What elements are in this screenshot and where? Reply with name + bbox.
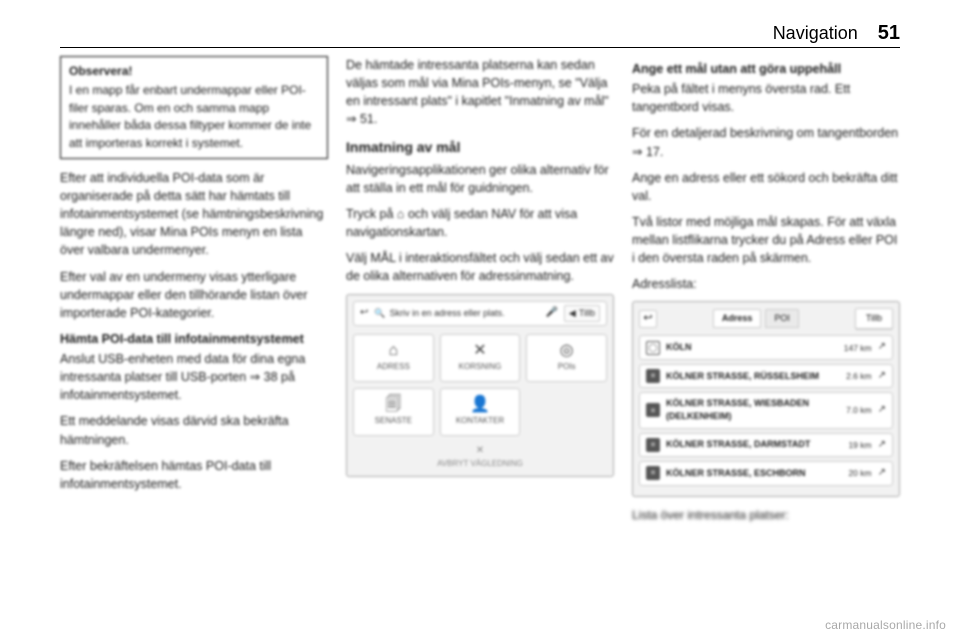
tile-label: KONTAKTER <box>456 415 504 427</box>
search-top-bar: ↩ 🔍 Skriv in en adress eller plats. 🎤 ◀ … <box>353 301 607 326</box>
list-item[interactable]: ≡ KÖLNER STRASSE, DARMSTADT 19 km ↗ <box>639 433 893 458</box>
subheading: Ange ett mål utan att göra uppehåll <box>632 60 900 78</box>
content-columns: Observera! I en mapp får enbart undermap… <box>60 56 900 532</box>
tile-recent[interactable]: 🗐 SENASTE <box>353 388 434 436</box>
note-body: I en mapp får enbart undermappar eller P… <box>69 82 319 152</box>
row-name: KÖLN <box>666 341 838 354</box>
paragraph: Efter val av en undermeny visas ytterlig… <box>60 268 328 322</box>
street-icon: ≡ <box>646 403 660 417</box>
tile-label: POIs <box>558 361 576 373</box>
paragraph: Peka på fältet i menyns översta rad. Ett… <box>632 80 900 116</box>
tile-label: KORSNING <box>459 361 502 373</box>
back-label: Tillb <box>579 307 595 320</box>
row-distance: 19 km <box>848 439 871 451</box>
poi-icon: ◎ <box>560 343 574 359</box>
paragraph: Ett meddelande visas därvid ska bekräfta… <box>60 412 328 448</box>
label-addresslist: Adresslista: <box>632 275 900 293</box>
heading: Inmatning av mål <box>346 137 614 157</box>
paragraph: Efter bekräftelsen hämtas POI-data till … <box>60 457 328 493</box>
back-chevron-icon: ◀ <box>569 307 576 320</box>
column-1: Observera! I en mapp får enbart undermap… <box>60 56 328 532</box>
row-distance: 20 km <box>848 467 871 479</box>
street-icon: ≡ <box>646 438 660 452</box>
list-item[interactable]: ≡ KÖLNER STRASSE, WIESBADEN (DELKENHEIM)… <box>639 392 893 428</box>
search-placeholder: Skriv in en adress eller plats. <box>390 307 505 320</box>
back-arrow-button[interactable]: ↩ <box>639 310 657 328</box>
contacts-icon: 👤 <box>470 397 490 413</box>
search-icon: 🔍 <box>374 307 385 320</box>
paragraph: Två listor med möjliga mål skapas. För a… <box>632 213 900 267</box>
subheading: Hämta POI-data till infotainmentsystemet <box>60 330 328 348</box>
back-button[interactable]: Tillb <box>855 308 893 329</box>
back-button[interactable]: ◀ Tillb <box>564 305 600 322</box>
voice-icon[interactable]: 🎤 <box>545 306 557 321</box>
row-name: KÖLNER STRASSE, WIESBADEN (DELKENHEIM) <box>666 397 840 423</box>
paragraph: Navigeringsapplikationen ger olika alter… <box>346 161 614 197</box>
intersection-icon: ✕ <box>473 343 486 359</box>
recent-icon: 🗐 <box>385 397 401 413</box>
list-item[interactable]: ≡ KÖLNER STRASSE, ESCHBORN 20 km ↗ <box>639 461 893 486</box>
destination-entry-screenshot: ↩ 🔍 Skriv in en adress eller plats. 🎤 ◀ … <box>346 294 614 477</box>
row-distance: 2.6 km <box>846 370 872 382</box>
destination-tile-grid: ⌂ ADRESS ✕ KORSNING ◎ POIs 🗐 SENASTE 👤 <box>353 334 607 436</box>
tab-poi[interactable]: POI <box>765 309 799 328</box>
list-item[interactable]: ≡ KÖLNER STRASSE, RÜSSELSHEIM 2.6 km ↗ <box>639 364 893 389</box>
page-number: 51 <box>878 22 900 45</box>
tile-label: ADRESS <box>377 361 410 373</box>
tile-intersection[interactable]: ✕ KORSNING <box>440 334 521 382</box>
close-icon: ✕ <box>353 444 607 459</box>
paragraph: Välj MÅL i interaktionsfältet och välj s… <box>346 249 614 285</box>
row-name: KÖLNER STRASSE, RÜSSELSHEIM <box>666 370 840 383</box>
column-2: De hämtade intressanta platserna kan sed… <box>346 56 614 532</box>
chapter-title: Navigation <box>773 23 858 44</box>
home-icon: ⌂ <box>388 343 398 359</box>
tab-address[interactable]: Adress <box>713 309 762 328</box>
page-header: Navigation 51 <box>60 22 900 48</box>
compass-icon: ↗ <box>878 403 886 418</box>
address-list-screenshot: ↩ Adress POI Tillb ◯ KÖLN 147 km ↗ ≡ KÖL… <box>632 301 900 496</box>
row-name: KÖLNER STRASSE, DARMSTADT <box>666 438 842 451</box>
paragraph: De hämtade intressanta platserna kan sed… <box>346 56 614 129</box>
note-title: Observera! <box>69 63 319 80</box>
paragraph: Anslut USB-enheten med data för dina egn… <box>60 350 328 404</box>
paragraph: Ange en adress eller ett sökord och bekr… <box>632 169 900 205</box>
paragraph: Tryck på ⌂ och välj sedan NAV för att vi… <box>346 205 614 241</box>
back-arrow-icon[interactable]: ↩ <box>360 306 368 321</box>
tile-contacts[interactable]: 👤 KONTAKTER <box>440 388 521 436</box>
column-3: Ange ett mål utan att göra uppehåll Peka… <box>632 56 900 532</box>
street-icon: ≡ <box>646 369 660 383</box>
compass-icon: ↗ <box>878 466 886 481</box>
address-list: ◯ KÖLN 147 km ↗ ≡ KÖLNER STRASSE, RÜSSEL… <box>639 335 893 485</box>
compass-icon: ↗ <box>878 438 886 453</box>
row-name: KÖLNER STRASSE, ESCHBORN <box>666 467 842 480</box>
cancel-label: AVBRYT VÄGLEDNING <box>437 459 523 468</box>
cancel-guidance[interactable]: ✕ AVBRYT VÄGLEDNING <box>353 444 607 470</box>
compass-icon: ↗ <box>878 340 886 355</box>
row-distance: 147 km <box>844 342 872 354</box>
tab-bar: ↩ Adress POI Tillb <box>639 308 893 329</box>
caption-after: Lista över intressanta platser: <box>632 507 900 524</box>
street-icon: ≡ <box>646 466 660 480</box>
paragraph: Efter att individuella POI-data som är o… <box>60 169 328 260</box>
list-item[interactable]: ◯ KÖLN 147 km ↗ <box>639 335 893 360</box>
row-distance: 7.0 km <box>846 404 872 416</box>
note-box: Observera! I en mapp får enbart undermap… <box>60 56 328 159</box>
watermark: carmanualsonline.info <box>825 618 946 632</box>
paragraph: För en detaljerad beskrivning om tangent… <box>632 124 900 160</box>
compass-icon: ↗ <box>878 369 886 384</box>
tile-label: SENASTE <box>375 415 412 427</box>
city-icon: ◯ <box>646 341 660 355</box>
tile-address[interactable]: ⌂ ADRESS <box>353 334 434 382</box>
tile-pois[interactable]: ◎ POIs <box>526 334 607 382</box>
search-input[interactable]: 🔍 Skriv in en adress eller plats. <box>374 307 539 320</box>
